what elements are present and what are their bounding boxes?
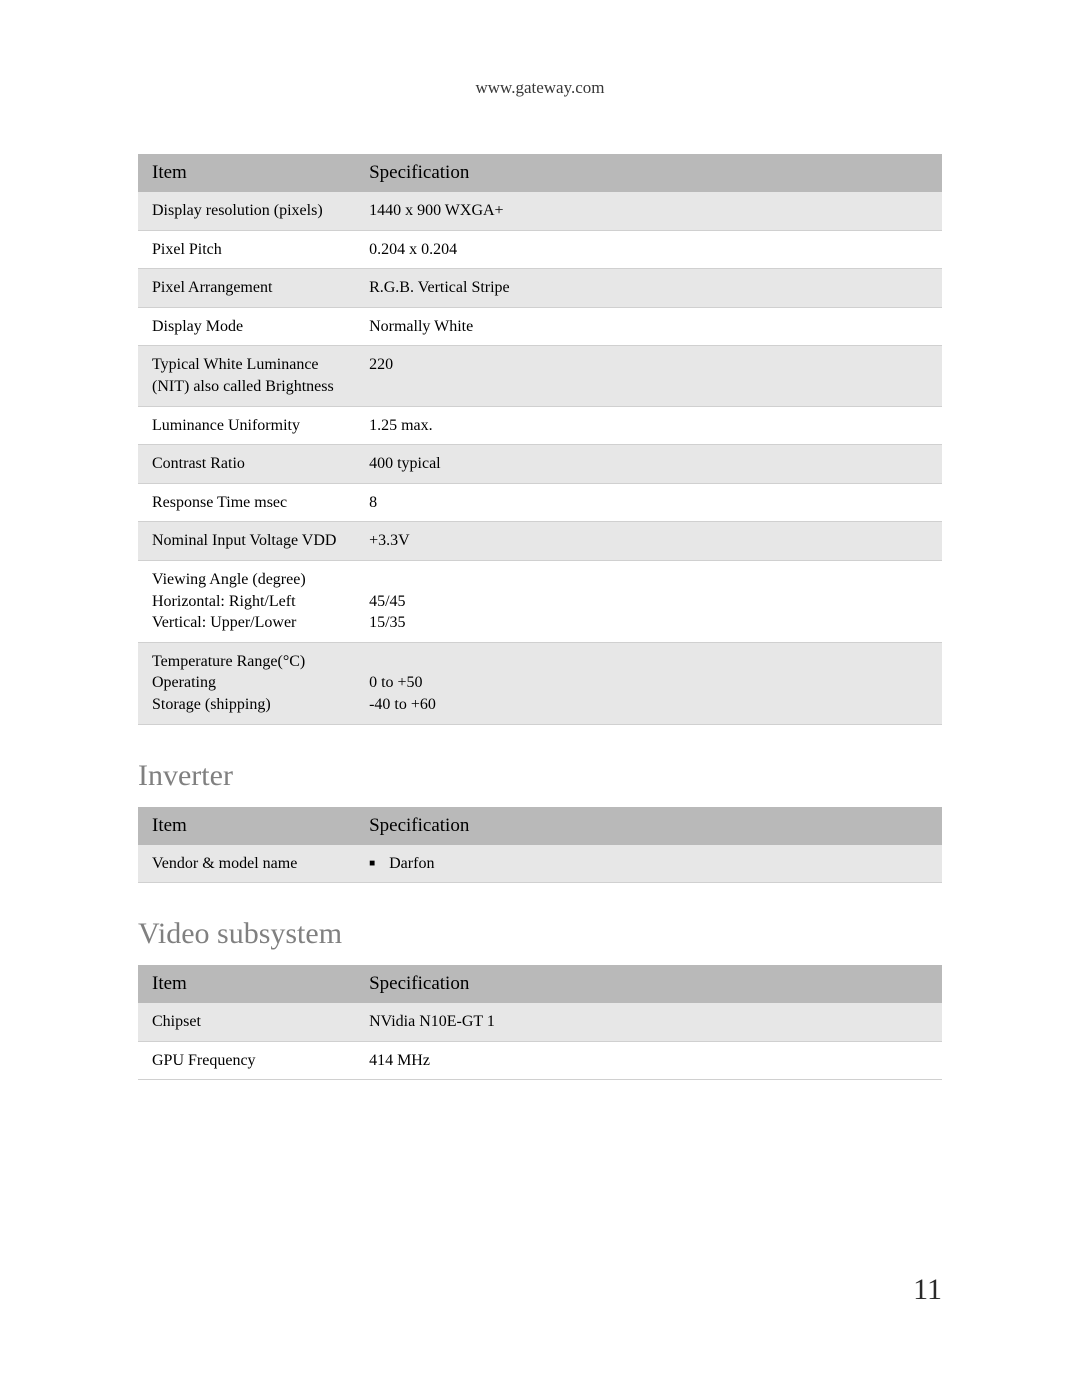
cell-spec: 220 (355, 346, 942, 406)
cell-item: Response Time msec (138, 483, 355, 522)
inverter-heading: Inverter (138, 759, 942, 793)
video-heading: Video subsystem (138, 917, 942, 951)
cell-spec: +3.3V (355, 522, 942, 561)
cell-spec: 400 typical (355, 445, 942, 484)
cell-item: Chipset (138, 1003, 355, 1041)
cell-spec: 414 MHz (355, 1041, 942, 1080)
col-spec: Specification (355, 154, 942, 192)
bullet-text: Darfon (389, 853, 434, 875)
table-row: Vendor & model name ■ Darfon (138, 845, 942, 883)
col-item: Item (138, 154, 355, 192)
cell-item: Contrast Ratio (138, 445, 355, 484)
cell-spec: NVidia N10E-GT 1 (355, 1003, 942, 1041)
table-row: Display ModeNormally White (138, 307, 942, 346)
cell-item: GPU Frequency (138, 1041, 355, 1080)
col-spec: Specification (355, 965, 942, 1003)
cell-item: Nominal Input Voltage VDD (138, 522, 355, 561)
table-row: Typical White Luminance (NIT) also calle… (138, 346, 942, 406)
cell-item: Viewing Angle (degree) Horizontal: Right… (138, 560, 355, 642)
cell-item: Luminance Uniformity (138, 406, 355, 445)
cell-spec: 1.25 max. (355, 406, 942, 445)
cell-item: Vendor & model name (138, 845, 355, 883)
cell-spec: 8 (355, 483, 942, 522)
table-row: Contrast Ratio400 typical (138, 445, 942, 484)
table-row: Luminance Uniformity1.25 max. (138, 406, 942, 445)
table-row: Display resolution (pixels)1440 x 900 WX… (138, 192, 942, 230)
header-url: www.gateway.com (138, 78, 942, 98)
cell-spec: R.G.B. Vertical Stripe (355, 269, 942, 308)
video-spec-table: Item Specification ChipsetNVidia N10E-GT… (138, 965, 942, 1080)
table-row: ChipsetNVidia N10E-GT 1 (138, 1003, 942, 1041)
cell-item: Temperature Range(°C) Operating Storage … (138, 642, 355, 724)
cell-item: Typical White Luminance (NIT) also calle… (138, 346, 355, 406)
cell-item: Pixel Arrangement (138, 269, 355, 308)
cell-item: Display Mode (138, 307, 355, 346)
cell-spec: Normally White (355, 307, 942, 346)
page-number: 11 (913, 1273, 942, 1307)
table-row: GPU Frequency414 MHz (138, 1041, 942, 1080)
cell-spec: 1440 x 900 WXGA+ (355, 192, 942, 230)
table-row: Nominal Input Voltage VDD+3.3V (138, 522, 942, 561)
cell-spec: 0 to +50 -40 to +60 (355, 642, 942, 724)
cell-spec: ■ Darfon (355, 845, 942, 883)
cell-spec: 45/45 15/35 (355, 560, 942, 642)
inverter-spec-table: Item Specification Vendor & model name ■… (138, 807, 942, 884)
cell-spec: 0.204 x 0.204 (355, 230, 942, 269)
table-row: Pixel Pitch0.204 x 0.204 (138, 230, 942, 269)
col-spec: Specification (355, 807, 942, 845)
table-row: Viewing Angle (degree) Horizontal: Right… (138, 560, 942, 642)
cell-item: Display resolution (pixels) (138, 192, 355, 230)
table-row: Temperature Range(°C) Operating Storage … (138, 642, 942, 724)
table-row: Response Time msec8 (138, 483, 942, 522)
table-row: Pixel ArrangementR.G.B. Vertical Stripe (138, 269, 942, 308)
display-spec-table: Item Specification Display resolution (p… (138, 154, 942, 725)
col-item: Item (138, 965, 355, 1003)
bullet-icon: ■ (369, 859, 375, 869)
cell-item: Pixel Pitch (138, 230, 355, 269)
col-item: Item (138, 807, 355, 845)
